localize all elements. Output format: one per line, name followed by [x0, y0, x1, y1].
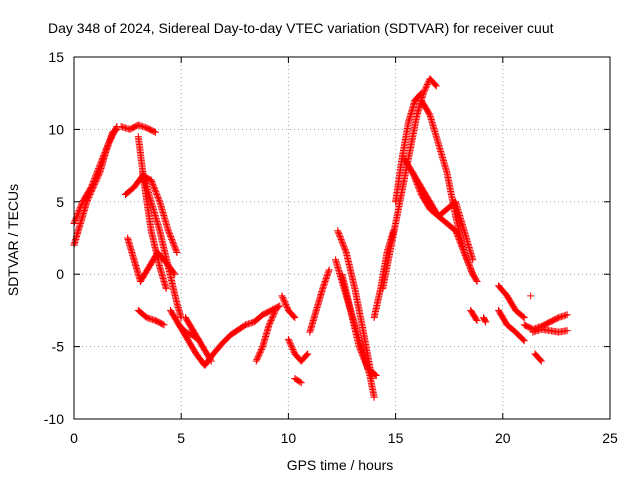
series-track-l: [242, 302, 284, 329]
point-markers: [284, 335, 312, 365]
point-markers: [117, 121, 159, 136]
series-track-z: [417, 96, 481, 285]
series-track-k: [175, 321, 202, 343]
y-tick-label: 15: [48, 49, 64, 65]
data-points: [70, 75, 571, 401]
y-tick-label: 0: [56, 266, 64, 282]
point-markers: [278, 292, 299, 322]
y-tick-label: -5: [52, 339, 65, 355]
series-track-s: [334, 227, 376, 382]
point-markers: [134, 306, 168, 329]
series-track-q: [306, 266, 333, 336]
series-track-c: [117, 121, 159, 136]
series-track-ag: [480, 314, 490, 326]
point-markers: [139, 169, 185, 322]
point-markers: [70, 125, 121, 249]
plot-frame: [73, 56, 611, 420]
x-tick-label: 20: [495, 430, 511, 446]
series-track-w: [392, 89, 425, 206]
series-track-m: [252, 306, 280, 365]
y-tick-label: 10: [48, 121, 64, 137]
x-tick-label: 25: [602, 430, 618, 446]
point-markers: [291, 374, 305, 387]
series-track-ae: [529, 325, 571, 336]
point-markers: [70, 123, 121, 228]
series-track-g: [139, 169, 185, 322]
point-markers: [467, 306, 481, 325]
point-markers: [334, 227, 376, 382]
x-tick-label: 10: [281, 430, 297, 446]
point-markers: [529, 325, 571, 336]
x-tick-label: 5: [177, 430, 185, 446]
point-markers: [495, 282, 528, 322]
x-axis-title: GPS time / hours: [287, 457, 394, 473]
y-axis-title: SDTVAR / TECUs: [5, 184, 21, 296]
point-markers: [392, 89, 425, 206]
series-track-af: [531, 350, 545, 365]
series-track-aa: [467, 306, 481, 325]
chart-title: Day 348 of 2024, Sidereal Day-to-day VTE…: [48, 20, 554, 36]
series-track-a: [70, 125, 121, 249]
point-markers: [417, 96, 481, 285]
series-track-p: [291, 374, 305, 387]
series-track-ac: [495, 306, 528, 345]
point-markers: [531, 350, 545, 365]
y-tick-label: 5: [56, 194, 64, 210]
y-tick-label: -10: [44, 411, 64, 427]
series-track-o: [284, 335, 312, 365]
axis-ticks: 0 5 10 15 20 25 -10 -5 0 5 10 15: [44, 49, 618, 446]
x-tick-label: 0: [70, 430, 78, 446]
series-track-b: [70, 123, 121, 228]
point-markers: [242, 302, 284, 329]
series-track-ah: [527, 292, 535, 300]
series-track-ab: [495, 282, 528, 322]
point-markers: [527, 292, 535, 300]
point-markers: [480, 314, 490, 326]
point-markers: [495, 306, 528, 345]
point-markers: [252, 306, 280, 365]
series-track-t: [338, 270, 380, 380]
point-markers: [306, 266, 333, 336]
series-track-n: [278, 292, 299, 322]
point-markers: [175, 321, 202, 343]
x-tick-label: 15: [388, 430, 404, 446]
series-track-h: [134, 306, 168, 329]
point-markers: [338, 270, 380, 380]
